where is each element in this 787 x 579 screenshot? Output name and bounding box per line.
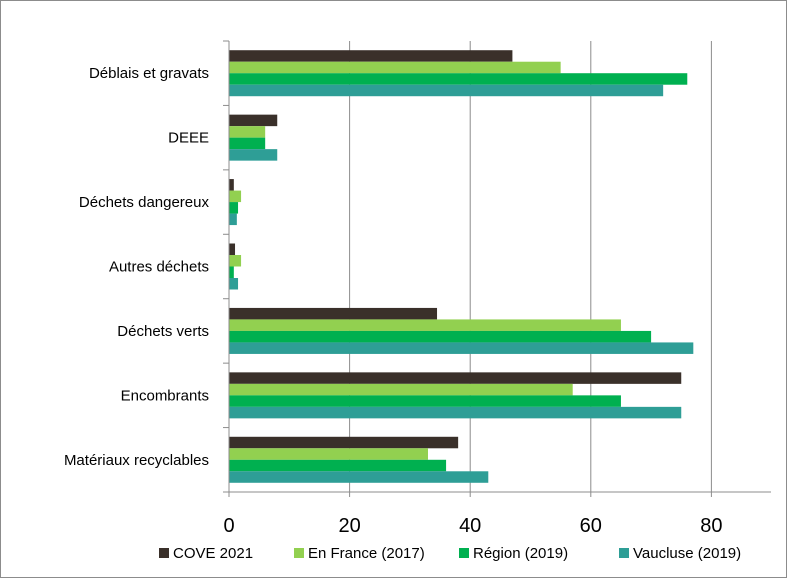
bar xyxy=(229,255,242,267)
bar xyxy=(229,342,694,354)
legend-swatch xyxy=(619,548,629,558)
bar xyxy=(229,395,621,407)
bar xyxy=(229,330,652,343)
category-label: Déblais et gravats xyxy=(89,65,209,82)
bar xyxy=(229,319,621,331)
bar xyxy=(229,114,278,127)
legend-swatch xyxy=(459,548,469,558)
bar xyxy=(229,202,239,214)
bar xyxy=(229,179,234,191)
legend-label: Vaucluse (2019) xyxy=(633,545,741,562)
bar xyxy=(229,471,489,483)
category-label: Encombrants xyxy=(121,387,209,404)
bar xyxy=(229,448,428,460)
bar xyxy=(229,149,278,161)
x-tick-label: 80 xyxy=(700,515,722,537)
bar xyxy=(229,190,242,203)
bar xyxy=(229,406,682,419)
bar xyxy=(229,278,239,290)
category-label: Déchets dangereux xyxy=(79,194,210,211)
x-tick-label: 40 xyxy=(459,515,481,537)
bar xyxy=(229,73,688,85)
legend-swatch xyxy=(159,548,169,558)
legend-swatch xyxy=(294,548,304,558)
bar xyxy=(229,50,513,62)
category-label: Autres déchets xyxy=(109,259,209,276)
x-tick-label: 60 xyxy=(580,515,602,537)
bar xyxy=(229,383,573,396)
legend-label: Région (2019) xyxy=(473,545,568,562)
category-label: Matériaux recyclables xyxy=(64,452,209,469)
bar xyxy=(229,436,459,449)
bar xyxy=(229,84,664,97)
legend-label: En France (2017) xyxy=(308,545,425,562)
category-label: Déchets verts xyxy=(117,323,209,340)
bar xyxy=(229,137,266,150)
x-tick-label: 20 xyxy=(338,515,360,537)
bar xyxy=(229,266,234,278)
bar xyxy=(229,243,236,255)
category-label: DEEE xyxy=(168,130,209,147)
bar xyxy=(229,126,266,138)
legend-label: COVE 2021 xyxy=(173,545,253,562)
bar xyxy=(229,372,682,384)
bar xyxy=(229,307,438,320)
bar xyxy=(229,213,237,226)
bar xyxy=(229,61,561,74)
x-tick-label: 0 xyxy=(223,515,234,537)
bar xyxy=(229,459,447,472)
